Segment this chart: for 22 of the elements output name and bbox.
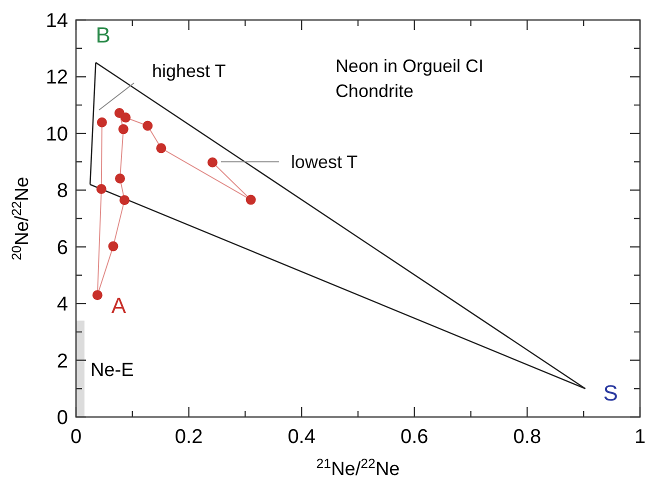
series-label: Ne-E bbox=[90, 360, 134, 381]
x-tick-label: 0.8 bbox=[513, 426, 542, 448]
annotation: A bbox=[111, 293, 126, 318]
x-tick-label: 0 bbox=[70, 426, 82, 448]
y-tick-label: 10 bbox=[46, 123, 68, 146]
annotation: S bbox=[603, 380, 618, 406]
y-tick-label: 6 bbox=[56, 236, 68, 259]
text: Neon in Orgueil CI Chondrite bbox=[335, 56, 484, 101]
x-tick-label: 0.6 bbox=[400, 426, 428, 448]
x-tick-label: 0.4 bbox=[288, 426, 316, 448]
x-axis-title: $^{21}$Ne/$^{22}$Ne bbox=[316, 456, 400, 480]
annotation: lowest T bbox=[290, 152, 358, 172]
y-tick-label: 14 bbox=[46, 10, 68, 32]
y-tick-label: 0 bbox=[56, 407, 68, 429]
x-tick-label: 0.2 bbox=[174, 426, 203, 448]
y-tick-label: 2 bbox=[56, 350, 68, 372]
y-tick-label: 8 bbox=[56, 180, 68, 202]
y-tick-label: 4 bbox=[56, 294, 68, 316]
y-tick-label: 12 bbox=[46, 66, 68, 89]
x-tick-label: 1 bbox=[634, 426, 646, 448]
annotation: highest T bbox=[152, 61, 226, 81]
annotation: B bbox=[96, 22, 110, 48]
